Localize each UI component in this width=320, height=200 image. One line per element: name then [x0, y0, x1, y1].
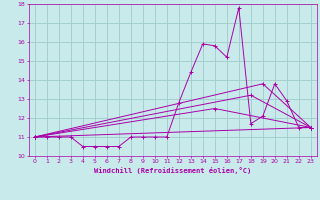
X-axis label: Windchill (Refroidissement éolien,°C): Windchill (Refroidissement éolien,°C) — [94, 167, 252, 174]
